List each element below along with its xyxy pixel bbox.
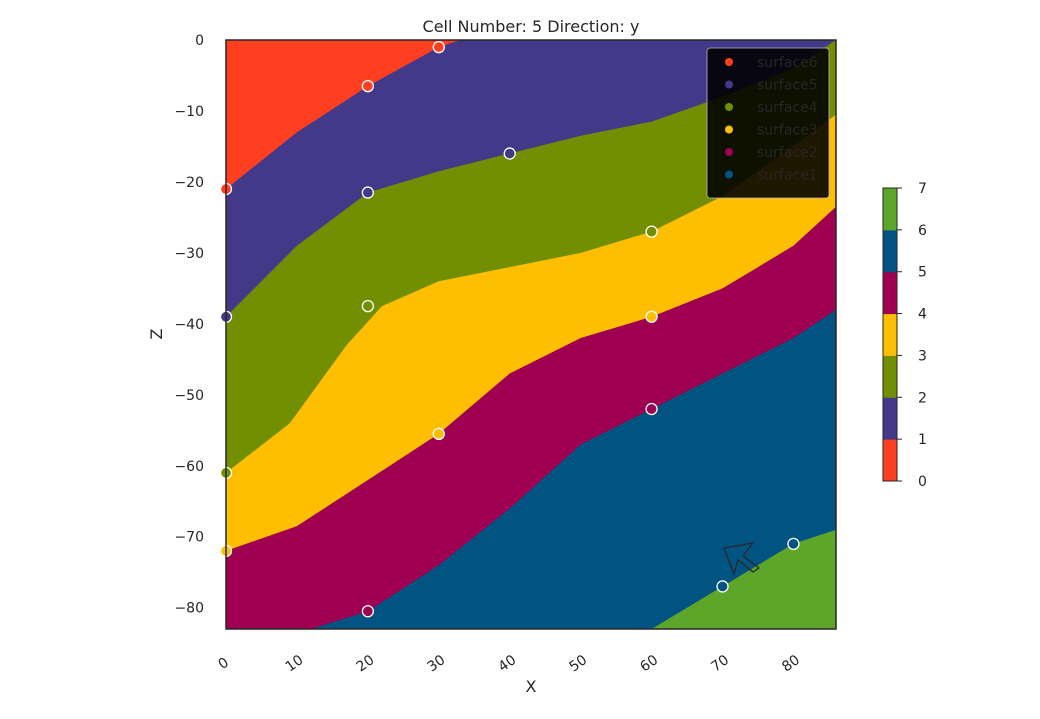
x-tick-label: 70 [708, 652, 732, 675]
colorbar-tick-label: 4 [918, 307, 927, 323]
surface-point [361, 186, 375, 199]
colorbar-segment [883, 355, 897, 398]
basement-region [651, 529, 836, 629]
x-tick-label: 80 [779, 652, 803, 675]
colorbar-tick-label: 5 [918, 265, 927, 281]
surface1-region [311, 309, 837, 629]
x-axis-label: X [526, 677, 537, 696]
legend-label: surface6 [757, 55, 818, 71]
colorbar-tick-label: 1 [918, 432, 927, 448]
y-tick-label: −10 [174, 104, 204, 120]
colorbar-tick-label: 0 [918, 474, 927, 490]
colorbar-segment [883, 188, 897, 231]
surface-point [361, 299, 375, 313]
legend-label: surface2 [757, 145, 818, 161]
x-tick-label: 50 [566, 652, 590, 675]
colorbar-segment [883, 229, 897, 273]
colorbar-frame [882, 187, 898, 482]
legend-marker [725, 58, 733, 66]
colorbar-segment [883, 439, 897, 482]
y-tick-label: −70 [174, 530, 204, 546]
surface-point [716, 580, 729, 593]
y-tick-label: −60 [174, 459, 204, 475]
legend-label: surface5 [757, 78, 818, 94]
colorbar-segment [883, 313, 897, 356]
x-tick-label: 30 [425, 652, 449, 675]
x-tick-label: 60 [637, 652, 661, 675]
colorbar-tick-label: 3 [918, 348, 927, 364]
chart-title: Cell Number: 5 Direction: y [423, 17, 640, 36]
y-tick-label: −40 [174, 317, 204, 333]
surface-points [219, 40, 800, 618]
legend-marker [725, 170, 733, 179]
colorbar-tick-label: 7 [918, 181, 927, 197]
legend-marker [725, 103, 733, 111]
x-tick-label: 10 [283, 652, 307, 675]
x-axis-ticks: 0 10 20 30 40 50 60 70 80 [215, 652, 803, 675]
surface-point [645, 402, 658, 416]
surface-point [432, 427, 445, 440]
legend-box [706, 47, 830, 199]
y-tick-label: 0 [195, 33, 204, 49]
legend-label: surface3 [757, 123, 818, 139]
surface-point [645, 310, 658, 323]
y-tick-label: −50 [174, 388, 204, 404]
y-tick-label: −30 [174, 246, 204, 262]
legend-marker [725, 148, 733, 156]
y-tick-label: −80 [174, 601, 204, 617]
y-axis-ticks: 0 −10 −20 −30 −40 −50 −60 −70 −80 [174, 33, 204, 617]
x-tick-label: 20 [354, 652, 378, 675]
y-tick-label: −20 [174, 175, 204, 191]
legend-label: surface4 [757, 100, 818, 116]
surface-point [787, 537, 800, 550]
geologic-layers [226, 40, 837, 630]
colorbar: 0 1 2 3 4 5 6 7 [882, 181, 927, 490]
x-tick-label: 40 [496, 652, 520, 675]
colorbar-tick-label: 6 [918, 223, 927, 239]
surface-point [361, 605, 375, 618]
x-tick-label: 0 [215, 655, 231, 673]
colorbar-segment [883, 397, 897, 440]
surface-point [432, 40, 445, 54]
legend: surface6 surface5 surface4 surface3 surface2… [706, 47, 830, 199]
legend-marker [725, 125, 733, 134]
surface-point [361, 79, 375, 93]
surface-point [645, 225, 658, 238]
surface-point [503, 147, 516, 160]
plot-frame [225, 39, 837, 630]
legend-marker [725, 80, 733, 89]
y-axis-label: Z [147, 328, 166, 339]
colorbar-segment [883, 271, 897, 315]
cursor-arrow-icon [723, 542, 760, 575]
colorbar-tick-label: 2 [918, 390, 927, 406]
legend-label: surface1 [757, 168, 818, 184]
